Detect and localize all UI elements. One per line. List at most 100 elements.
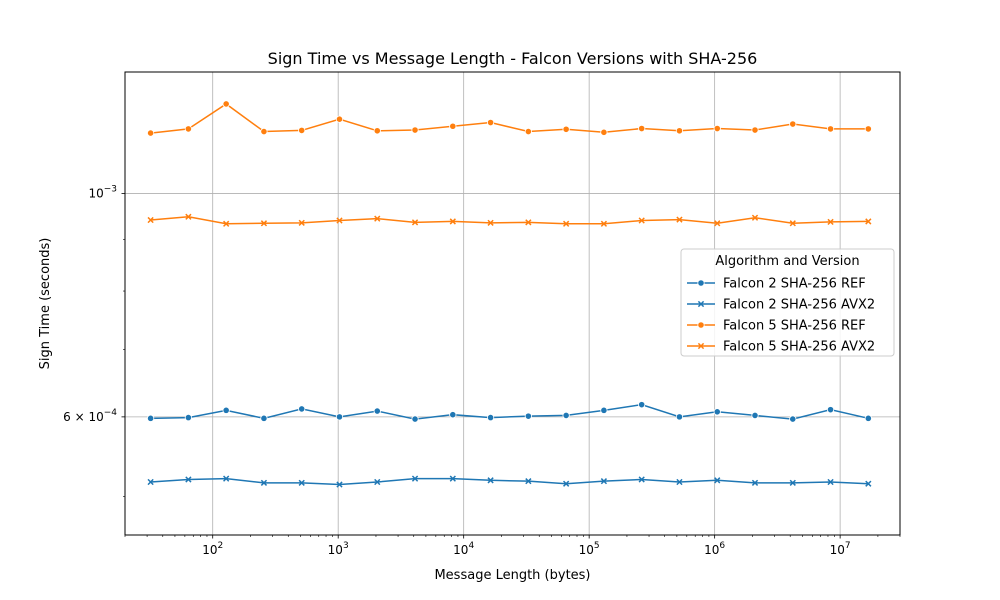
data-point: [789, 220, 796, 227]
data-point: [600, 478, 608, 485]
data-point: [411, 126, 419, 134]
data-point: [486, 118, 495, 127]
legend-label: Falcon 5 SHA-256 REF: [723, 319, 866, 334]
data-point: [675, 413, 684, 421]
series-1: [147, 475, 872, 488]
y-axis: 10−3 6 × 10−4: [63, 184, 125, 497]
data-point: [222, 100, 230, 108]
legend-label: Falcon 2 SHA-256 REF: [723, 277, 866, 292]
data-point: [147, 478, 154, 486]
data-point: [789, 120, 797, 128]
data-point: [563, 220, 570, 227]
data-point: [298, 479, 305, 486]
data-point: [184, 414, 192, 422]
data-point: [638, 401, 646, 409]
legend-label: Falcon 5 SHA-256 AVX2: [723, 340, 875, 355]
data-point: [865, 480, 872, 487]
x-axis: 102 103 104 105 106 107: [124, 535, 901, 557]
data-point: [826, 406, 835, 414]
data-point: [714, 477, 721, 484]
x-tick-label: 106: [704, 541, 725, 557]
data-point: [676, 216, 683, 223]
data-point: [600, 128, 608, 136]
data-point: [374, 478, 381, 486]
series-line: [150, 477, 869, 486]
data-point: [260, 479, 268, 486]
x-tick-label: 103: [328, 541, 349, 557]
legend-entry: Falcon 5 SHA-256 REF: [687, 319, 866, 334]
data-point: [676, 478, 683, 486]
data-point: [600, 220, 608, 227]
data-point: [751, 214, 759, 221]
data-point: [298, 126, 306, 135]
data-point: [298, 405, 306, 413]
series-line: [150, 216, 869, 225]
data-point: [449, 411, 457, 419]
x-tick-label: 105: [579, 541, 600, 557]
data-point: [449, 122, 457, 130]
legend-swatch-marker: [697, 279, 705, 287]
data-point: [260, 127, 268, 136]
data-point: [185, 476, 192, 483]
data-point: [713, 124, 721, 133]
data-point: [260, 220, 268, 227]
x-tick-label: 107: [830, 541, 851, 557]
data-point: [223, 220, 230, 227]
data-point: [826, 125, 835, 133]
data-point: [260, 414, 268, 422]
data-point: [524, 127, 532, 136]
data-point: [638, 217, 645, 224]
y-tick-label: 6 × 10−4: [63, 408, 117, 424]
legend-entry: Falcon 2 SHA-256 REF: [687, 277, 866, 292]
data-point: [713, 408, 721, 416]
data-point: [789, 415, 797, 423]
data-point: [638, 476, 645, 483]
x-tick-label: 102: [202, 541, 223, 557]
data-point: [864, 414, 872, 422]
legend-label: Falcon 2 SHA-256 AVX2: [723, 298, 875, 313]
data-point: [525, 219, 532, 226]
series-layer: [147, 100, 872, 488]
legend: Algorithm and Version Falcon 2 SHA-256 RE…: [680, 248, 895, 357]
data-point: [751, 411, 759, 420]
legend-entry: Falcon 5 SHA-256 AVX2: [687, 340, 875, 355]
data-point: [675, 127, 684, 135]
data-point: [563, 480, 570, 487]
data-point: [411, 415, 419, 423]
legend-entry: Falcon 2 SHA-256 AVX2: [687, 298, 875, 313]
data-point: [373, 127, 381, 135]
legend-swatch-marker: [697, 342, 705, 350]
data-point: [335, 115, 344, 123]
plot-frame: [124, 71, 901, 536]
y-tick-label: 10−3: [88, 184, 117, 200]
legend-swatch-marker: [697, 321, 705, 329]
series-line: [150, 103, 869, 134]
data-point: [336, 217, 343, 224]
data-point: [486, 414, 495, 422]
data-point: [222, 406, 230, 414]
data-point: [751, 126, 759, 134]
legend-swatch-marker: [697, 300, 705, 308]
data-point: [449, 218, 456, 225]
data-point: [525, 478, 532, 485]
data-point: [487, 219, 494, 226]
data-point: [147, 414, 155, 422]
data-point: [185, 213, 192, 220]
x-tick-label: 104: [453, 541, 474, 557]
data-point: [184, 125, 192, 133]
y-axis-title: Sign Time (seconds): [38, 238, 53, 370]
data-point: [562, 411, 570, 420]
data-point: [827, 478, 834, 486]
data-point: [865, 218, 872, 225]
data-point: [335, 413, 344, 421]
data-point: [638, 124, 646, 133]
data-point: [789, 479, 796, 486]
data-point: [562, 125, 570, 133]
legend-box: [680, 248, 895, 357]
data-point: [223, 475, 230, 482]
data-point: [373, 407, 381, 415]
data-point: [449, 475, 456, 482]
data-point: [864, 125, 872, 133]
data-point: [411, 475, 419, 482]
